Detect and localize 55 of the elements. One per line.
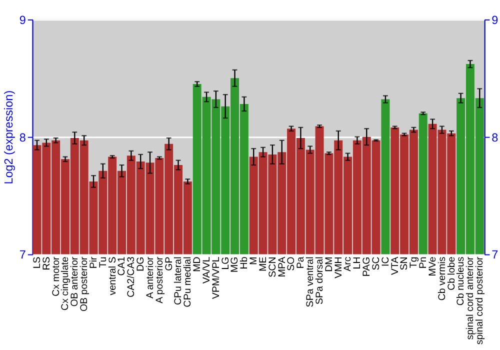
y2-tick-label: 7	[492, 248, 498, 262]
x-tick-label: OB posterior	[79, 256, 90, 312]
y2-tick-label: 8	[492, 131, 499, 144]
x-tick-label: spinal cord posterior	[474, 256, 486, 345]
x-tick-label: MD	[192, 256, 204, 272]
x-tick-label: Cb vermis	[436, 256, 448, 301]
x-tick-label: Cx motor	[50, 256, 62, 296]
x-tick-label: M	[248, 256, 260, 265]
x-tick-label: LS	[32, 256, 43, 269]
x-tick-label: MPA	[276, 256, 288, 278]
x-tick-label: VA/VL	[201, 256, 212, 284]
x-tick-label: LG	[220, 256, 232, 270]
x-tick-label: VPM/VPL	[210, 256, 222, 300]
x-tick-label: LH	[352, 256, 364, 270]
x-tick-label: DG	[136, 256, 147, 272]
x-tick-label: Arc	[342, 256, 354, 272]
x-tick-label: VTA	[390, 256, 401, 275]
x-tick-label: DM	[324, 256, 335, 272]
x-tick-label: Pn	[418, 256, 430, 269]
x-tick-label: IC	[380, 256, 392, 266]
y-tick-label: 7	[19, 248, 26, 262]
x-tick-label: SC	[370, 256, 382, 270]
x-tick-label: SCN	[267, 256, 278, 278]
x-tick-label: PAG	[362, 256, 373, 277]
x-tick-label: Pa	[296, 256, 307, 269]
x-tick-label: CA1	[116, 256, 128, 276]
x-tick-label: CA2/CA3	[126, 256, 138, 298]
x-tick-label: Cx cingulate	[60, 256, 72, 310]
x-tick-label: SPa dorsal	[314, 256, 326, 304]
x-tick-label: SO	[286, 256, 298, 271]
x-tick-label: Tu	[98, 256, 109, 268]
x-tick-label: CPu medial	[182, 256, 194, 308]
x-tick-label: Hb	[239, 256, 250, 270]
x-tick-label: Cb nucleus	[456, 256, 467, 306]
y-axis-title: Log2 (expression)	[2, 90, 16, 184]
x-tick-label: OB anterior	[70, 256, 81, 307]
x-tick-label: ventral S	[107, 256, 118, 296]
y-tick-label: 9	[19, 14, 26, 27]
y-tick-label: 8	[19, 131, 26, 144]
x-tick-label: Cb lobe	[446, 256, 458, 290]
x-tick-label: MVe	[427, 256, 438, 276]
x-tick-label: Tg	[408, 256, 420, 268]
x-tick-label: VMH	[333, 256, 344, 278]
x-tick-label: SPa ventral	[305, 256, 316, 308]
x-tick-label: RS	[41, 256, 52, 270]
x-tick-label: SN	[399, 256, 410, 270]
y2-tick-label: 9	[492, 14, 498, 27]
x-tick-label: CPu lateral	[173, 256, 184, 306]
x-tick-label: spinal cord anterior	[465, 256, 476, 340]
x-tick-label: A posterior	[154, 256, 166, 304]
x-tick-label: A anterior	[144, 256, 156, 299]
x-tick-label: Pir	[88, 256, 100, 269]
x-tick-label: MG	[230, 256, 241, 272]
x-tick-label: ME	[258, 256, 269, 272]
x-tick-label: GP	[164, 256, 175, 271]
